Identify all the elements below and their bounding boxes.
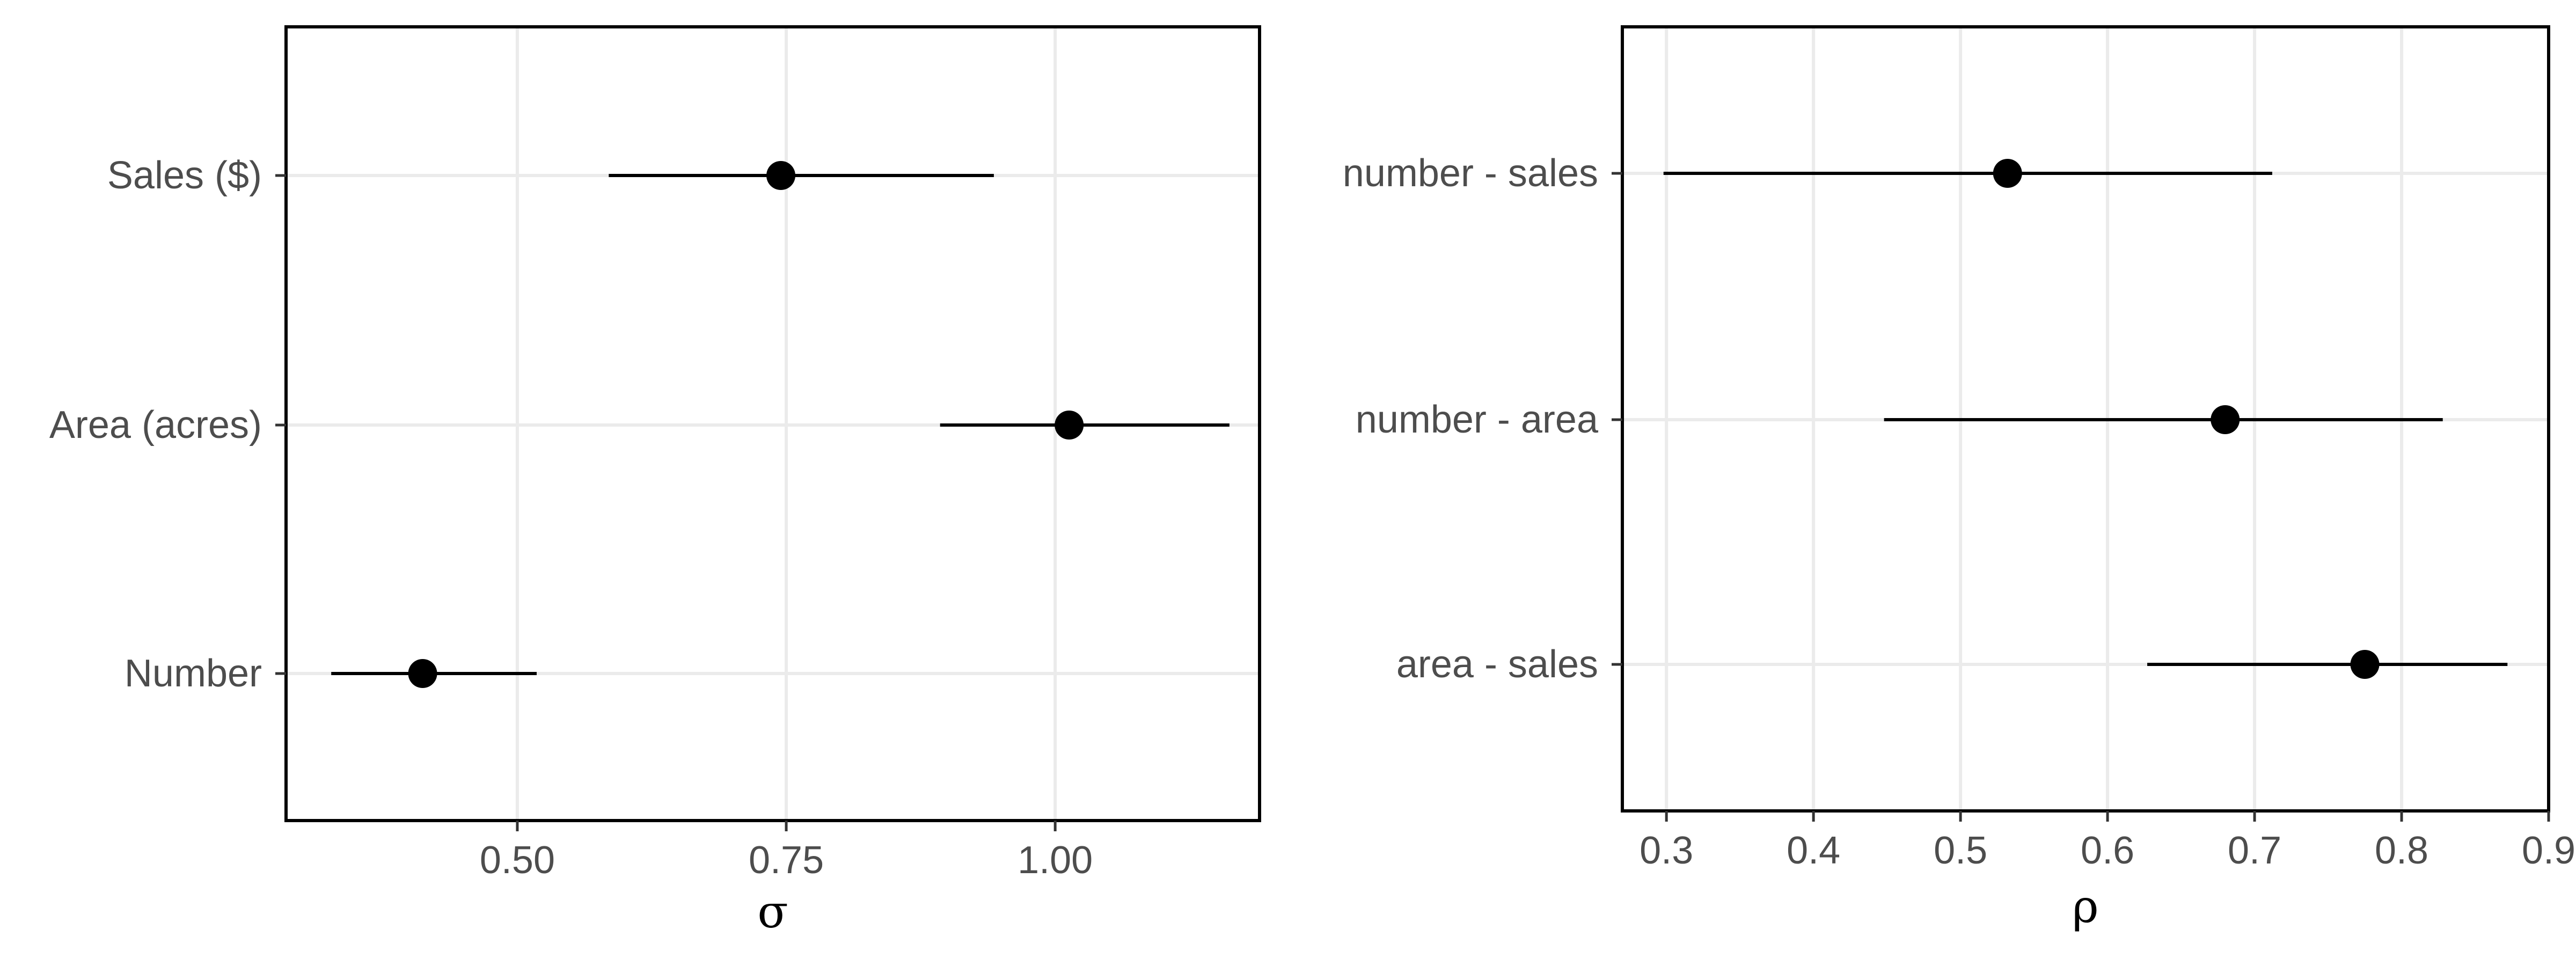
estimate-point — [766, 161, 796, 190]
x-tick-label: 0.6 — [2081, 829, 2134, 872]
x-tick-label: 0.3 — [1640, 829, 1693, 872]
x-tick-label: 0.75 — [749, 839, 824, 882]
y-tick-label: number - sales — [1343, 152, 1598, 195]
x-tick-label: 0.9 — [2522, 829, 2575, 872]
chart-panel-1: Sales ($) Area (acres) Number 0.50 0.75 1.00 σ — [49, 25, 1261, 938]
y-tick-label: Number — [125, 652, 262, 695]
x-axis-title: ρ — [2072, 880, 2098, 933]
x-tick-label: 0.8 — [2375, 829, 2428, 872]
estimate-point — [2211, 405, 2240, 434]
x-axis-title: σ — [757, 885, 788, 938]
y-tick-label: Sales ($) — [107, 154, 262, 197]
estimate-point — [1993, 159, 2022, 188]
x-tick-label: 1.00 — [1018, 839, 1093, 882]
x-tick-label: 0.50 — [480, 839, 555, 882]
y-tick-label: number - area — [1356, 398, 1599, 441]
estimate-point — [408, 659, 437, 688]
x-tick-label: 0.5 — [1934, 829, 1987, 872]
y-tick-label: Area (acres) — [49, 404, 262, 447]
estimate-point — [2350, 650, 2380, 679]
estimate-point — [1055, 411, 1084, 440]
x-tick-label: 0.4 — [1787, 829, 1840, 872]
y-tick-label: area - sales — [1396, 643, 1598, 686]
x-tick-label: 0.7 — [2228, 829, 2281, 872]
chart-panel-2: number - sales number - area area - sales 0… — [1343, 25, 2575, 933]
